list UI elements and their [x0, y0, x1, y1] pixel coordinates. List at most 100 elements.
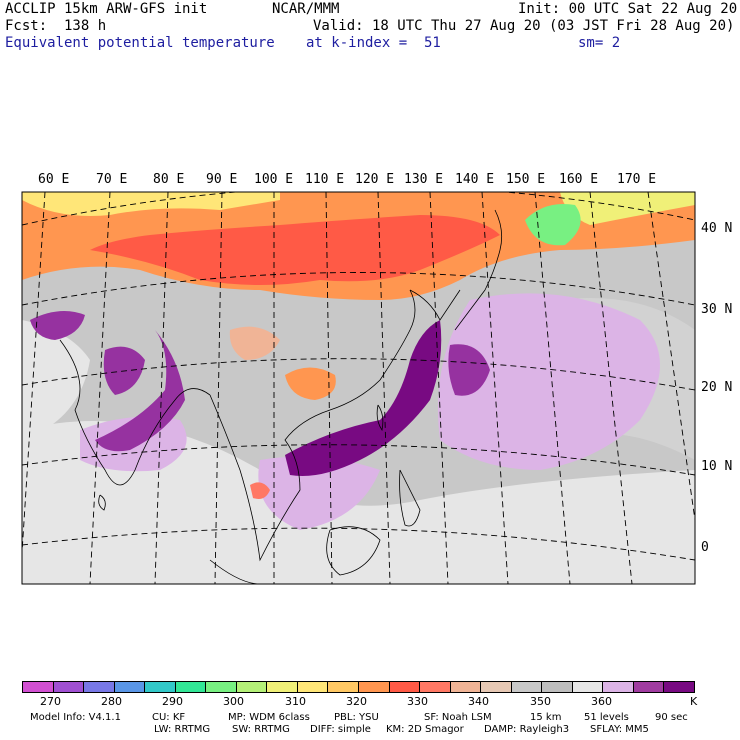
- colorbar-label-350: 350: [530, 695, 551, 708]
- colorbar-segment: [175, 682, 207, 692]
- colorbar-label-340: 340: [468, 695, 489, 708]
- colorbar-segment: [633, 682, 665, 692]
- colorbar-segment: [359, 682, 390, 692]
- colorbar-segment: [664, 682, 695, 692]
- colorbar-segment: [389, 682, 421, 692]
- model-title: ACCLIP 15km ARW-GFS init: [5, 1, 208, 17]
- shade-salmon-tibet: [229, 326, 280, 360]
- shade-purple-india: [95, 330, 185, 452]
- footer-pbl: PBL: YSU: [334, 712, 379, 723]
- coast-indochina: [209, 394, 331, 562]
- lon-60: [22, 192, 46, 560]
- lon-70: [89, 192, 111, 584]
- coast-india: [59, 339, 211, 486]
- colorbar-segment: [328, 682, 360, 692]
- lat-30: [22, 272, 695, 306]
- init-time: Init: 00 UTC Sat 22 Aug 20: [518, 1, 738, 17]
- footer-diffusion: DIFF: simple: [310, 724, 371, 735]
- organization-label: NCAR/MMM: [272, 1, 340, 17]
- colorbar-label-270: 270: [40, 695, 61, 708]
- lon-label-70: 70 E: [96, 172, 128, 187]
- coast-korea: [409, 289, 461, 321]
- shade-purple-philippine-sea: [448, 344, 490, 396]
- lon-label-60: 60 E: [38, 172, 70, 187]
- colorbar-segment: [114, 682, 146, 692]
- footer-cumulus: CU: KF: [152, 712, 186, 723]
- forecast-hour: Fcst: 138 h: [5, 18, 107, 34]
- lat-label-20: 20 N: [701, 380, 733, 395]
- footer-shortwave: SW: RRTMG: [232, 724, 290, 735]
- field-shading: [22, 192, 695, 584]
- coast-sri-lanka: [98, 494, 106, 511]
- colorbar-segment: [450, 682, 482, 692]
- colorbar-unit: K: [690, 695, 698, 708]
- lon-150: [534, 192, 571, 584]
- footer-km: KM: 2D Smagor: [386, 724, 464, 735]
- footer-surface: SF: Noah LSM: [424, 712, 492, 723]
- coast-japan: [454, 209, 503, 331]
- lat-40: [22, 192, 695, 226]
- colorbar-label-300: 300: [223, 695, 244, 708]
- colorbar-segment: [542, 682, 573, 692]
- field-name: Equivalent potential temperature: [5, 35, 275, 51]
- lon-label-150: 150 E: [506, 172, 546, 187]
- lat-label-40: 40 N: [701, 221, 733, 236]
- footer-model-version: Model Info: V4.1.1: [30, 712, 121, 723]
- lon-140: [481, 192, 509, 584]
- lon-160: [589, 192, 633, 584]
- colorbar-segment: [511, 682, 543, 692]
- colorbar-segment: [420, 682, 451, 692]
- footer-damping: DAMP: Rayleigh3: [484, 724, 570, 735]
- lon-110: [325, 192, 333, 584]
- colorbar-segment: [145, 682, 176, 692]
- colorbar-label-310: 310: [285, 695, 306, 708]
- shade-lilac-pacific: [438, 293, 660, 470]
- colorbar-segment: [236, 682, 268, 692]
- shade-yellow-east: [560, 192, 695, 225]
- colorbar-label-330: 330: [407, 695, 428, 708]
- coast-borneo: [326, 526, 381, 576]
- lon-label-100: 100 E: [254, 172, 294, 187]
- coast-china: [329, 289, 416, 411]
- footer-resolution: 15 km: [530, 712, 562, 723]
- colorbar-segment: [297, 682, 329, 692]
- lon-label-170: 170 E: [617, 172, 657, 187]
- lon-120: [377, 192, 391, 584]
- footer-longwave: LW: RRTMG: [154, 724, 211, 735]
- footer-levels: 51 levels: [584, 712, 629, 723]
- shade-orange-central-china: [285, 367, 336, 400]
- valid-time: Valid: 18 UTC Thu 27 Aug 20 (03 JST Fri …: [313, 18, 735, 34]
- colorbar-segment: [603, 682, 634, 692]
- lon-label-120: 120 E: [355, 172, 395, 187]
- colorbar-segment: [481, 682, 512, 692]
- shade-light-gray-tropics: [22, 421, 695, 584]
- shade-purple-west: [30, 311, 85, 340]
- level-label: at k-index = 51: [306, 35, 441, 51]
- shade-salmon-indochina: [250, 482, 270, 499]
- shade-lilac-scs: [258, 456, 380, 530]
- map-frame: [21, 191, 696, 585]
- lon-170: [647, 192, 695, 521]
- colorbar-segment: [84, 682, 115, 692]
- colorbar-segment: [53, 682, 85, 692]
- lat-label-0: 0: [701, 540, 709, 555]
- graticule: [22, 192, 695, 584]
- lat-label-10: 10 N: [701, 459, 733, 474]
- lon-label-80: 80 E: [153, 172, 185, 187]
- footer-microphysics: MP: WDM 6class: [228, 712, 310, 723]
- colorbar: [22, 681, 695, 693]
- colorbar-label-360: 360: [591, 695, 612, 708]
- colorbar-label-280: 280: [101, 695, 122, 708]
- lon-label-130: 130 E: [404, 172, 444, 187]
- lon-label-160: 160 E: [559, 172, 599, 187]
- coast-taiwan: [376, 404, 384, 431]
- coast-philippines: [399, 469, 421, 527]
- colorbar-label-290: 290: [162, 695, 183, 708]
- lon-label-110: 110 E: [305, 172, 345, 187]
- shade-dark-purple-scs: [285, 320, 442, 476]
- colorbar-label-320: 320: [346, 695, 367, 708]
- colorbar-segment: [267, 682, 298, 692]
- lon-80: [154, 192, 169, 584]
- footer-surface-layer: SFLAY: MM5: [590, 724, 649, 735]
